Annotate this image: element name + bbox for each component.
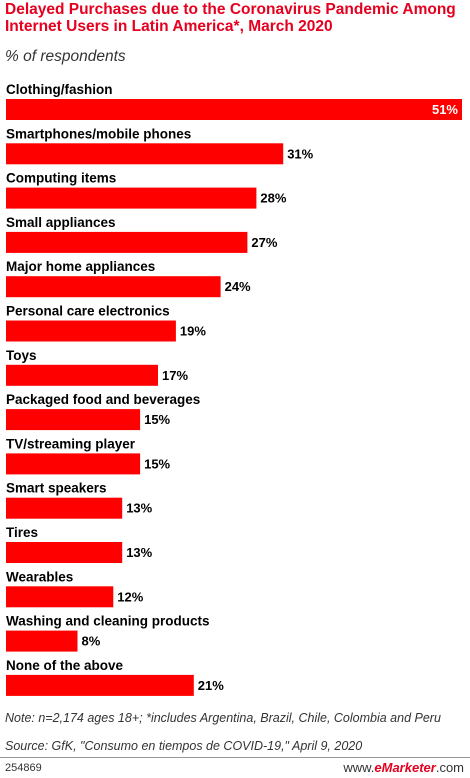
category-label: None of the above [6, 658, 124, 673]
category-label: Packaged food and beverages [6, 392, 200, 407]
value-label: 17% [162, 368, 188, 383]
value-label: 51% [432, 102, 458, 117]
bar [6, 542, 123, 563]
bar [6, 674, 194, 696]
bar [6, 276, 221, 298]
category-label: Small appliances [6, 215, 116, 230]
value-label: 13% [126, 545, 152, 560]
brand-name: eMarketer [374, 760, 436, 775]
brand-suffix: .com [435, 760, 464, 775]
chart-title: Delayed Purchases due to the Coronavirus… [5, 1, 456, 35]
category-label: Computing items [6, 171, 116, 186]
brand-prefix: www. [343, 760, 375, 775]
value-label: 15% [144, 412, 170, 427]
value-label: 8% [82, 634, 101, 649]
value-label: 28% [260, 191, 286, 206]
value-label: 24% [225, 279, 251, 294]
category-label: Wearables [6, 569, 73, 584]
category-label: Major home appliances [6, 259, 155, 274]
value-label: 27% [251, 235, 277, 250]
bar [6, 497, 123, 519]
bar [6, 364, 158, 386]
bar [6, 143, 284, 165]
category-label: Smart speakers [6, 481, 107, 496]
category-label: Toys [6, 348, 37, 363]
category-label: TV/streaming player [6, 436, 136, 451]
value-label: 13% [126, 501, 152, 516]
bar [6, 99, 462, 120]
chart-note: Note: n=2,174 ages 18+; *includes Argent… [5, 711, 441, 725]
value-label: 19% [180, 324, 206, 339]
footer-divider [0, 757, 470, 758]
value-label: 15% [144, 456, 170, 471]
bar [6, 187, 257, 209]
category-label: Smartphones/mobile phones [6, 126, 191, 141]
chart-subtitle: % of respondents [5, 48, 126, 65]
bar [6, 231, 248, 253]
category-label: Personal care electronics [6, 304, 170, 319]
bar-chart: Clothing/fashion 51% Smartphones/mobile ph… [6, 82, 462, 696]
bar [6, 630, 78, 652]
brand-logo[interactable]: www.eMarketer.com [343, 760, 464, 775]
chart-id: 254869 [5, 762, 42, 774]
bar [6, 409, 141, 431]
value-label: 12% [117, 589, 143, 604]
category-label: Clothing/fashion [6, 82, 112, 97]
bar [6, 453, 141, 475]
value-label: 31% [287, 146, 313, 161]
category-label: Tires [6, 525, 38, 540]
category-label: Washing and cleaning products [6, 614, 210, 629]
value-label: 21% [198, 678, 224, 693]
bar [6, 586, 114, 608]
chart-source: Source: GfK, "Consumo en tiempos de COVI… [5, 739, 363, 753]
bar [6, 320, 176, 342]
